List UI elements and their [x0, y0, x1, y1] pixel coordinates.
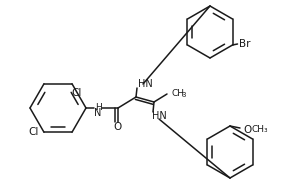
Text: H: H: [95, 102, 101, 112]
Text: CH₃: CH₃: [252, 125, 268, 135]
Text: O: O: [244, 125, 252, 135]
Text: 3: 3: [181, 92, 186, 98]
Text: Cl: Cl: [29, 127, 39, 137]
Text: Br: Br: [239, 39, 250, 49]
Text: O: O: [114, 122, 122, 132]
Text: N: N: [94, 108, 102, 118]
Text: CH: CH: [171, 89, 184, 97]
Text: Cl: Cl: [72, 88, 82, 98]
Text: HN: HN: [138, 79, 153, 89]
Text: HN: HN: [152, 111, 167, 121]
